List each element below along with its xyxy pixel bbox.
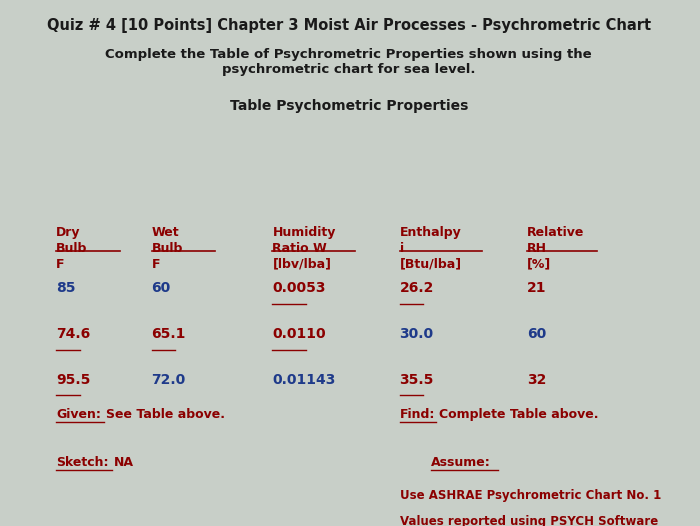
Text: 35.5: 35.5 bbox=[400, 372, 434, 387]
Text: Use ASHRAE Psychrometric Chart No. 1: Use ASHRAE Psychrometric Chart No. 1 bbox=[400, 489, 661, 502]
Text: Table Psychometric Properties: Table Psychometric Properties bbox=[230, 99, 468, 113]
Text: 72.0: 72.0 bbox=[152, 372, 186, 387]
Text: Enthalpy
i
[Btu/lba]: Enthalpy i [Btu/lba] bbox=[400, 226, 462, 270]
Text: Relative
RH
[%]: Relative RH [%] bbox=[526, 226, 584, 270]
Text: Complete Table above.: Complete Table above. bbox=[439, 408, 598, 421]
Text: Find:: Find: bbox=[400, 408, 435, 421]
Text: NA: NA bbox=[113, 456, 134, 469]
Text: 21: 21 bbox=[526, 281, 546, 295]
Text: Complete the Table of Psychrometric Properties shown using the
psychrometric cha: Complete the Table of Psychrometric Prop… bbox=[106, 48, 592, 76]
Text: Assume:: Assume: bbox=[431, 456, 491, 469]
Text: 26.2: 26.2 bbox=[400, 281, 434, 295]
Text: Sketch:: Sketch: bbox=[56, 456, 108, 469]
Text: Given:: Given: bbox=[56, 408, 101, 421]
Text: 0.0053: 0.0053 bbox=[272, 281, 326, 295]
Text: 60: 60 bbox=[152, 281, 171, 295]
Text: Values reported using PSYCH Software: Values reported using PSYCH Software bbox=[400, 514, 658, 526]
Text: Quiz # 4 [10 Points] Chapter 3 Moist Air Processes - Psychrometric Chart: Quiz # 4 [10 Points] Chapter 3 Moist Air… bbox=[47, 18, 651, 33]
Text: 0.0110: 0.0110 bbox=[272, 327, 326, 341]
Text: See Table above.: See Table above. bbox=[106, 408, 225, 421]
Text: Dry
Bulb
F: Dry Bulb F bbox=[56, 226, 88, 270]
Text: 32: 32 bbox=[526, 372, 546, 387]
Text: Wet
Bulb
F: Wet Bulb F bbox=[152, 226, 183, 270]
Text: 0.01143: 0.01143 bbox=[272, 372, 336, 387]
Text: 60: 60 bbox=[526, 327, 546, 341]
Text: 95.5: 95.5 bbox=[56, 372, 90, 387]
Text: 85: 85 bbox=[56, 281, 76, 295]
Text: 74.6: 74.6 bbox=[56, 327, 90, 341]
Text: 65.1: 65.1 bbox=[152, 327, 186, 341]
Text: Humidity
Ratio W
[lbv/lba]: Humidity Ratio W [lbv/lba] bbox=[272, 226, 336, 270]
Text: 30.0: 30.0 bbox=[400, 327, 434, 341]
